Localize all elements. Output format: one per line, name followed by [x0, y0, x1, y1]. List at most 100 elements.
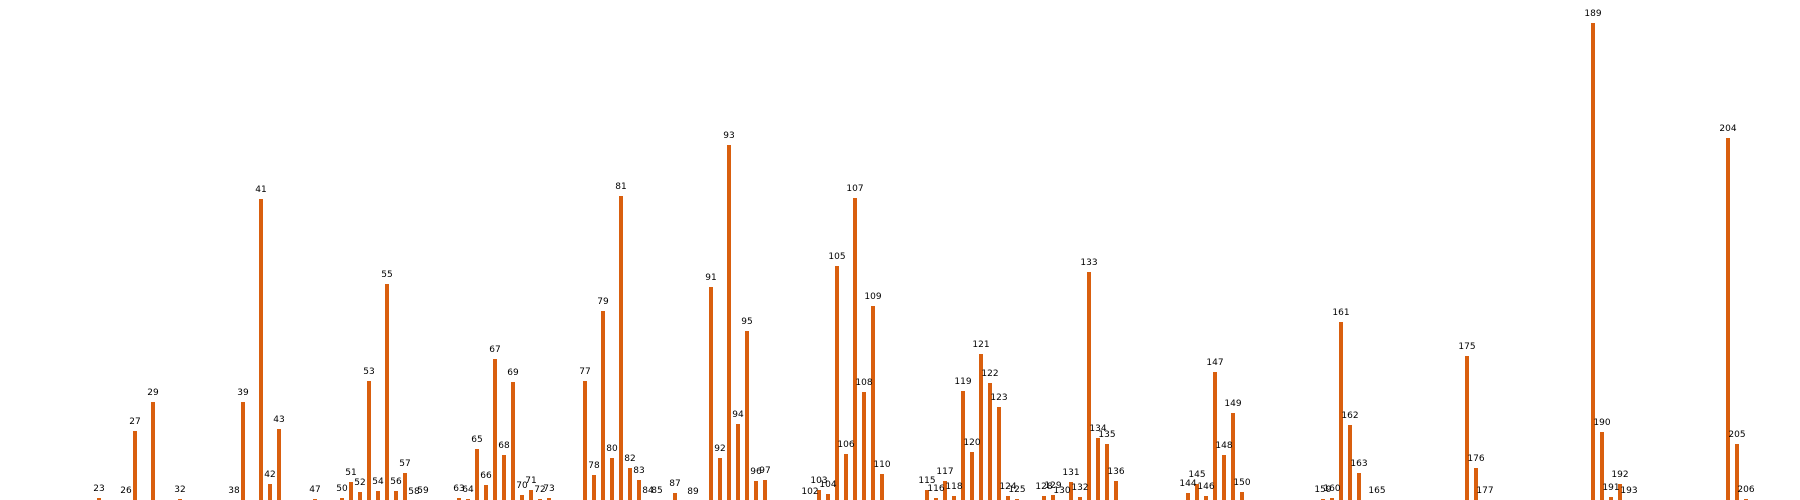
- bar-66: [484, 485, 488, 500]
- bar-label-93: 93: [723, 131, 734, 141]
- bar-96: [754, 481, 758, 500]
- bar-145: [1195, 484, 1199, 500]
- bar-116: [934, 498, 938, 500]
- bar-115: [925, 490, 929, 500]
- bar-108: [862, 392, 866, 500]
- bar-label-144: 144: [1179, 479, 1196, 489]
- bar-label-83: 83: [633, 466, 644, 476]
- bar-label-102: 102: [801, 487, 818, 497]
- bar-label-56: 56: [390, 477, 402, 487]
- bar-134: [1096, 438, 1100, 500]
- bar-label-53: 53: [363, 367, 374, 377]
- bar-150: [1240, 492, 1244, 500]
- bar-label-116: 116: [927, 484, 944, 494]
- bar-label-165: 165: [1368, 486, 1385, 496]
- bar-175: [1465, 356, 1469, 500]
- bar-label-118: 118: [945, 482, 962, 492]
- bar-123: [997, 407, 1001, 500]
- bar-label-150: 150: [1233, 478, 1250, 488]
- bar-label-121: 121: [972, 340, 989, 350]
- bar-label-105: 105: [828, 252, 845, 262]
- bar-128: [1042, 496, 1046, 500]
- bar-label-122: 122: [981, 369, 998, 379]
- bar-label-147: 147: [1206, 358, 1223, 368]
- bar-label-117: 117: [936, 467, 953, 477]
- bar-label-159: 159: [1314, 485, 1331, 495]
- bar-label-82: 82: [624, 454, 635, 464]
- bar-label-119: 119: [954, 377, 971, 387]
- bar-77: [583, 381, 587, 500]
- bar-label-41: 41: [255, 185, 266, 195]
- bar-204: [1726, 138, 1730, 500]
- bar-176: [1474, 468, 1478, 500]
- bar-label-94: 94: [732, 410, 744, 420]
- bar-163: [1357, 473, 1361, 500]
- bar-label-120: 120: [963, 438, 980, 448]
- bar-label-177: 177: [1476, 486, 1493, 496]
- bar-label-131: 131: [1062, 468, 1079, 478]
- bar-91: [709, 287, 713, 500]
- bar-label-190: 190: [1593, 418, 1610, 428]
- bar-label-64: 64: [462, 485, 474, 495]
- bar-136: [1114, 481, 1118, 500]
- bar-label-73: 73: [543, 484, 554, 494]
- bar-label-129: 129: [1044, 481, 1061, 491]
- bar-118: [952, 496, 956, 500]
- bar-label-110: 110: [873, 460, 890, 470]
- bar-93: [727, 145, 731, 500]
- bar-42: [268, 484, 272, 500]
- bar-label-26: 26: [120, 486, 132, 496]
- bar-label-135: 135: [1098, 430, 1115, 440]
- bar-label-59: 59: [417, 486, 429, 496]
- bar-50: [340, 498, 344, 500]
- bar-label-42: 42: [264, 470, 275, 480]
- bar-label-161: 161: [1332, 308, 1349, 318]
- bar-191: [1609, 497, 1613, 500]
- bar-94: [736, 424, 740, 500]
- bar-label-134: 134: [1089, 424, 1106, 434]
- bar-124: [1006, 496, 1010, 500]
- bar-53: [367, 381, 371, 500]
- bar-131: [1069, 482, 1073, 500]
- bar-label-65: 65: [471, 435, 482, 445]
- bar-43: [277, 429, 281, 500]
- bar-label-39: 39: [237, 388, 249, 398]
- bar-97: [763, 480, 767, 500]
- bar-63: [457, 498, 461, 500]
- bar-121: [979, 354, 983, 500]
- bar-71: [529, 490, 533, 500]
- bar-label-27: 27: [129, 417, 140, 427]
- bar-189: [1591, 23, 1595, 500]
- bar-label-146: 146: [1197, 482, 1214, 492]
- bar-label-55: 55: [381, 270, 392, 280]
- bar-label-123: 123: [990, 393, 1007, 403]
- bar-label-29: 29: [147, 388, 159, 398]
- bar-56: [394, 491, 398, 500]
- bar-81: [619, 196, 623, 500]
- bar-label-63: 63: [453, 484, 464, 494]
- bar-79: [601, 311, 605, 500]
- bar-65: [475, 449, 479, 500]
- bar-119: [961, 391, 965, 500]
- bar-103: [817, 490, 821, 500]
- bar-label-70: 70: [516, 481, 528, 491]
- bar-label-189: 189: [1584, 9, 1601, 19]
- bar-label-160: 160: [1323, 484, 1340, 494]
- bar-label-162: 162: [1341, 411, 1358, 421]
- bar-23: [97, 498, 101, 500]
- bar-87: [673, 493, 677, 500]
- bar-147: [1213, 372, 1217, 500]
- bar-label-107: 107: [846, 184, 863, 194]
- bar-135: [1105, 444, 1109, 500]
- bar-120: [970, 452, 974, 500]
- bar-148: [1222, 455, 1226, 500]
- bar-label-54: 54: [372, 477, 384, 487]
- bar-82: [628, 468, 632, 500]
- bar-label-38: 38: [228, 486, 240, 496]
- bar-label-71: 71: [525, 476, 536, 486]
- bar-label-149: 149: [1224, 399, 1241, 409]
- bar-label-78: 78: [588, 461, 600, 471]
- bar-192: [1618, 484, 1622, 500]
